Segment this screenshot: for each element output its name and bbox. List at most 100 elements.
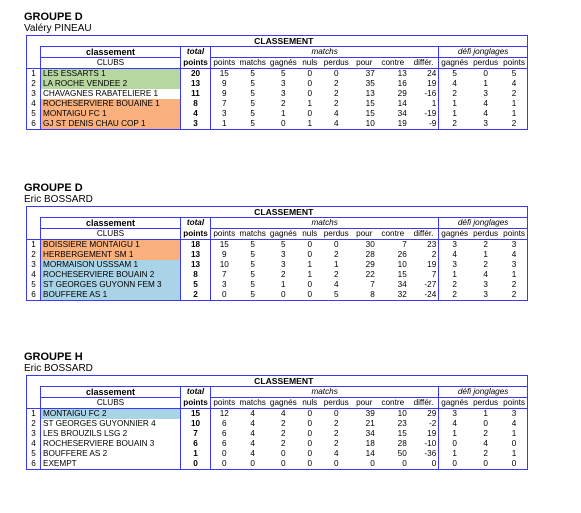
stat-value: 3 <box>501 239 529 250</box>
stat-value: 10 <box>351 119 377 130</box>
stat-value: 10 <box>397 409 407 418</box>
stat-value: 0 <box>483 419 488 428</box>
standings-table: CLASSEMENT classement total matchs défi jong… <box>26 375 529 470</box>
stat-value: 1 <box>281 109 286 118</box>
classement-label: classement <box>40 217 181 229</box>
stat-value: 2 <box>438 290 471 301</box>
column-header: points <box>210 397 238 409</box>
stat-value: 2 <box>281 439 286 448</box>
standings-table: CLASSEMENT classement total matchs défi jong… <box>26 35 529 130</box>
matchs-group-label: matchs <box>210 217 440 229</box>
stat-value: 14 <box>397 99 407 108</box>
stat-value: 19 <box>408 260 440 270</box>
total-points: 20 <box>180 68 211 79</box>
stat-value: 0 <box>307 69 313 78</box>
total-points: 4 <box>180 109 211 119</box>
standings-row: 2 ST GEORGES GUYONNIER 4 10 6 4 2 0 2 21 23 -2 4 0 4 <box>26 419 529 429</box>
stat-value: 19 <box>376 119 409 130</box>
header-row-groups: classement total matchs défi jonglages <box>26 386 528 398</box>
stat-value: 34 <box>397 109 407 118</box>
stat-value: 0 <box>483 69 488 78</box>
points-label: points <box>180 57 211 69</box>
standings-row: 4 ROCHESERVIERE BOUAINE 1 8 7 5 2 1 2 15 14 1 1 4 1 <box>26 99 529 109</box>
stat-value: 22 <box>365 270 375 279</box>
column-header: points <box>210 57 238 69</box>
group-d-bossard: GROUPE D Eric BOSSARD CLASSEMENT classement… <box>0 183 529 301</box>
club-name: MONTAIGU FC 2 <box>40 408 181 419</box>
column-header: gagnés <box>438 397 471 409</box>
stat-value: 1 <box>408 99 440 109</box>
standings-row: 2 LA ROCHE VENDEE 2 13 9 5 3 0 2 35 16 19 4 1 4 <box>26 79 529 89</box>
total-points: 13 <box>180 250 211 260</box>
stat-value: 2 <box>501 290 529 301</box>
stat-value: 4 <box>320 119 352 130</box>
stat-value: 4 <box>333 280 339 289</box>
rank: 4 <box>26 439 41 449</box>
classement-title: CLASSEMENT <box>40 35 528 47</box>
club-name: MORMAISON USSSAM 1 <box>40 260 181 270</box>
stat-value: 5 <box>250 109 255 118</box>
stat-value: 0 <box>267 119 299 130</box>
stat-value: 2 <box>333 429 339 438</box>
stat-value: 0 <box>307 250 313 259</box>
stat-value: 0 <box>320 459 352 470</box>
header-row-columns: CLUBS points points matchs gagnés nuls perdus p… <box>26 228 529 240</box>
total-points: 11 <box>180 89 211 99</box>
column-header: gagnés <box>267 397 299 409</box>
stat-value: 7 <box>402 240 407 249</box>
stat-value: 7 <box>408 270 440 280</box>
rank: 6 <box>26 119 41 130</box>
stat-value: 3 <box>281 79 286 88</box>
total-points: 3 <box>180 119 211 130</box>
stat-value: 4 <box>452 419 457 428</box>
column-header: perdus <box>320 57 352 69</box>
total-label: total <box>180 46 211 58</box>
club-name: BOUFFERE AS 2 <box>40 449 181 459</box>
column-header: points <box>501 397 529 409</box>
club-name: ROCHESERVIERE BOUAINE 1 <box>40 99 181 109</box>
header-row-title: CLASSEMENT <box>26 35 528 47</box>
column-header: perdus <box>470 397 502 409</box>
column-header: matchs <box>237 57 268 69</box>
stat-value: 4 <box>333 449 339 458</box>
total-points: 13 <box>180 260 211 270</box>
standings-row: 4 ROCHESERVIERE BOUAIN 3 6 6 4 2 0 2 18 28 -10 0 4 0 <box>26 439 529 449</box>
stat-value: 3 <box>281 260 286 269</box>
stat-value: 1 <box>210 119 238 130</box>
stat-value: 0 <box>267 459 299 470</box>
rank: 2 <box>26 250 41 260</box>
defi-group-label: défi jonglages <box>438 217 528 229</box>
column-header: points <box>501 228 529 240</box>
column-header: contre <box>376 57 409 69</box>
rank: 6 <box>26 459 41 470</box>
rank: 2 <box>26 419 41 429</box>
column-header: matchs <box>237 228 268 240</box>
stat-value: 2 <box>333 439 339 448</box>
stat-value: 5 <box>237 119 268 130</box>
club-name: LES BROUZILS LSG 2 <box>40 429 181 439</box>
stat-value: 30 <box>365 240 375 249</box>
stat-value: 0 <box>298 290 321 301</box>
column-header: nuls <box>298 397 321 409</box>
stat-value: 2 <box>438 119 471 130</box>
stat-value: 5 <box>250 250 255 259</box>
stat-value: -27 <box>408 280 440 290</box>
stat-value: 4 <box>250 449 255 458</box>
standings-row: 5 MONTAIGU FC 1 4 3 5 1 0 4 15 34 -19 1 4 1 <box>26 109 529 119</box>
club-name: ROCHESERVIERE BOUAIN 3 <box>40 439 181 449</box>
stat-value: 2 <box>452 280 457 289</box>
total-points: 18 <box>180 239 211 250</box>
stat-value: 0 <box>210 290 238 301</box>
stat-value: 9 <box>221 250 227 259</box>
stat-value: 1 <box>307 99 313 108</box>
group-coach: Eric BOSSARD <box>24 363 93 374</box>
column-header: différ. <box>408 57 440 69</box>
stat-value: 1 <box>452 99 457 108</box>
stat-value: 4 <box>250 439 255 448</box>
clubs-label: CLUBS <box>40 57 181 69</box>
stat-value: 1 <box>501 270 529 280</box>
stat-value: 3 <box>452 260 457 269</box>
column-header: perdus <box>320 397 352 409</box>
stat-value: 3 <box>452 409 457 418</box>
header-row-groups: classement total matchs défi jonglages <box>26 46 528 58</box>
